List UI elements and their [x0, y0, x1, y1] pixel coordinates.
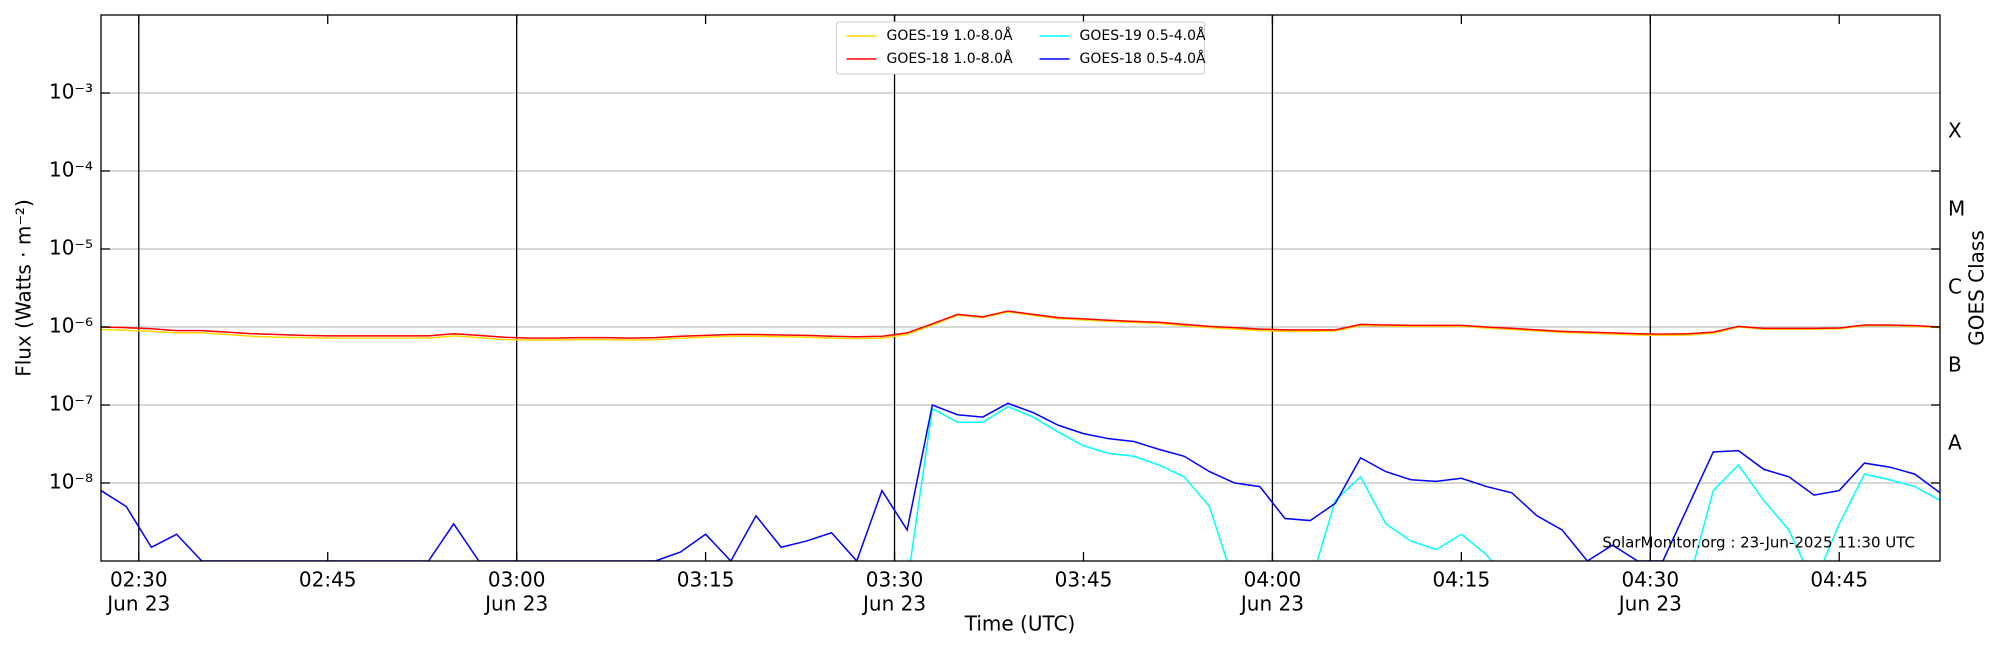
- legend-label: GOES-18 0.5-4.0Å: [1080, 50, 1206, 67]
- x-tick-date: Jun 23: [1239, 592, 1304, 616]
- x-tick-label: 04:30: [1621, 568, 1679, 592]
- plot-area: [101, 310, 1940, 561]
- legend-label: GOES-18 1.0-8.0Å: [887, 50, 1013, 67]
- x-tick-label: 04:45: [1810, 568, 1868, 592]
- x-tick-date: Jun 23: [1617, 592, 1682, 616]
- y2-tick-label: B: [1948, 353, 1962, 377]
- y-tick-label: 10⁻⁶: [49, 314, 93, 338]
- plot-frame: [100, 14, 1941, 562]
- y-tick-label: 10⁻⁴: [49, 158, 93, 182]
- x-axis-label: Time (UTC): [964, 612, 1076, 636]
- legend-label: GOES-19 0.5-4.0Å: [1080, 27, 1206, 44]
- x-tick-label: 04:00: [1244, 568, 1302, 592]
- y2-tick-label: C: [1948, 275, 1962, 299]
- y2-tick-label: M: [1948, 197, 1965, 221]
- series-line: [101, 311, 1940, 341]
- series-line: [101, 310, 1940, 339]
- x-tick-label: 04:15: [1433, 568, 1491, 592]
- grid: [101, 15, 1940, 561]
- legend-box: [836, 21, 1205, 75]
- annotation: SolarMonitor.org : 23-Jun-2025 11:30 UTC: [1602, 534, 1915, 552]
- y-axis-label: Flux (Watts · m⁻²): [12, 199, 36, 377]
- y2-tick-label: A: [1948, 431, 1962, 455]
- x-tick-label: 03:30: [866, 568, 924, 592]
- y-tick-label: 10⁻³: [49, 80, 93, 104]
- series-line: [909, 405, 1940, 561]
- y-tick-label: 10⁻⁵: [49, 236, 93, 260]
- x-tick-label: 03:15: [677, 568, 735, 592]
- y-tick-label: 10⁻⁸: [49, 470, 93, 494]
- legend-label: GOES-19 1.0-8.0Å: [887, 27, 1013, 44]
- series-line: [101, 402, 1940, 561]
- x-tick-label: 03:45: [1055, 568, 1113, 592]
- x-tick-label: 02:30: [110, 568, 168, 592]
- x-tick-date: Jun 23: [483, 592, 548, 616]
- x-tick-date: Jun 23: [861, 592, 926, 616]
- x-tick-date: Jun 23: [105, 592, 170, 616]
- x-tick-label: 03:00: [488, 568, 546, 592]
- y2-tick-label: X: [1948, 119, 1962, 143]
- y-tick-label: 10⁻⁷: [49, 392, 93, 416]
- x-tick-label: 02:45: [299, 568, 357, 592]
- y2-axis-label: GOES Class: [1965, 230, 1989, 346]
